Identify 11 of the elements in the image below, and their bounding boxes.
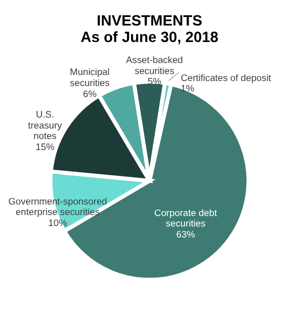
slice-label: Municipal securities xyxy=(70,66,110,88)
chart-title: INVESTMENTS As of June 30, 2018 xyxy=(80,13,218,46)
data-label: 15% xyxy=(36,141,56,152)
slice-label: U.S. treasury notes xyxy=(28,108,62,142)
slice-label: Certificates of deposit xyxy=(180,72,272,83)
slice-label: Asset-backed securities xyxy=(126,54,183,76)
data-label: 5% xyxy=(148,76,162,87)
data-label: 6% xyxy=(82,88,98,100)
data-label: 63% xyxy=(176,228,196,240)
data-label: 1% xyxy=(180,82,195,94)
slice-label: Corporate debt securities xyxy=(154,206,218,229)
